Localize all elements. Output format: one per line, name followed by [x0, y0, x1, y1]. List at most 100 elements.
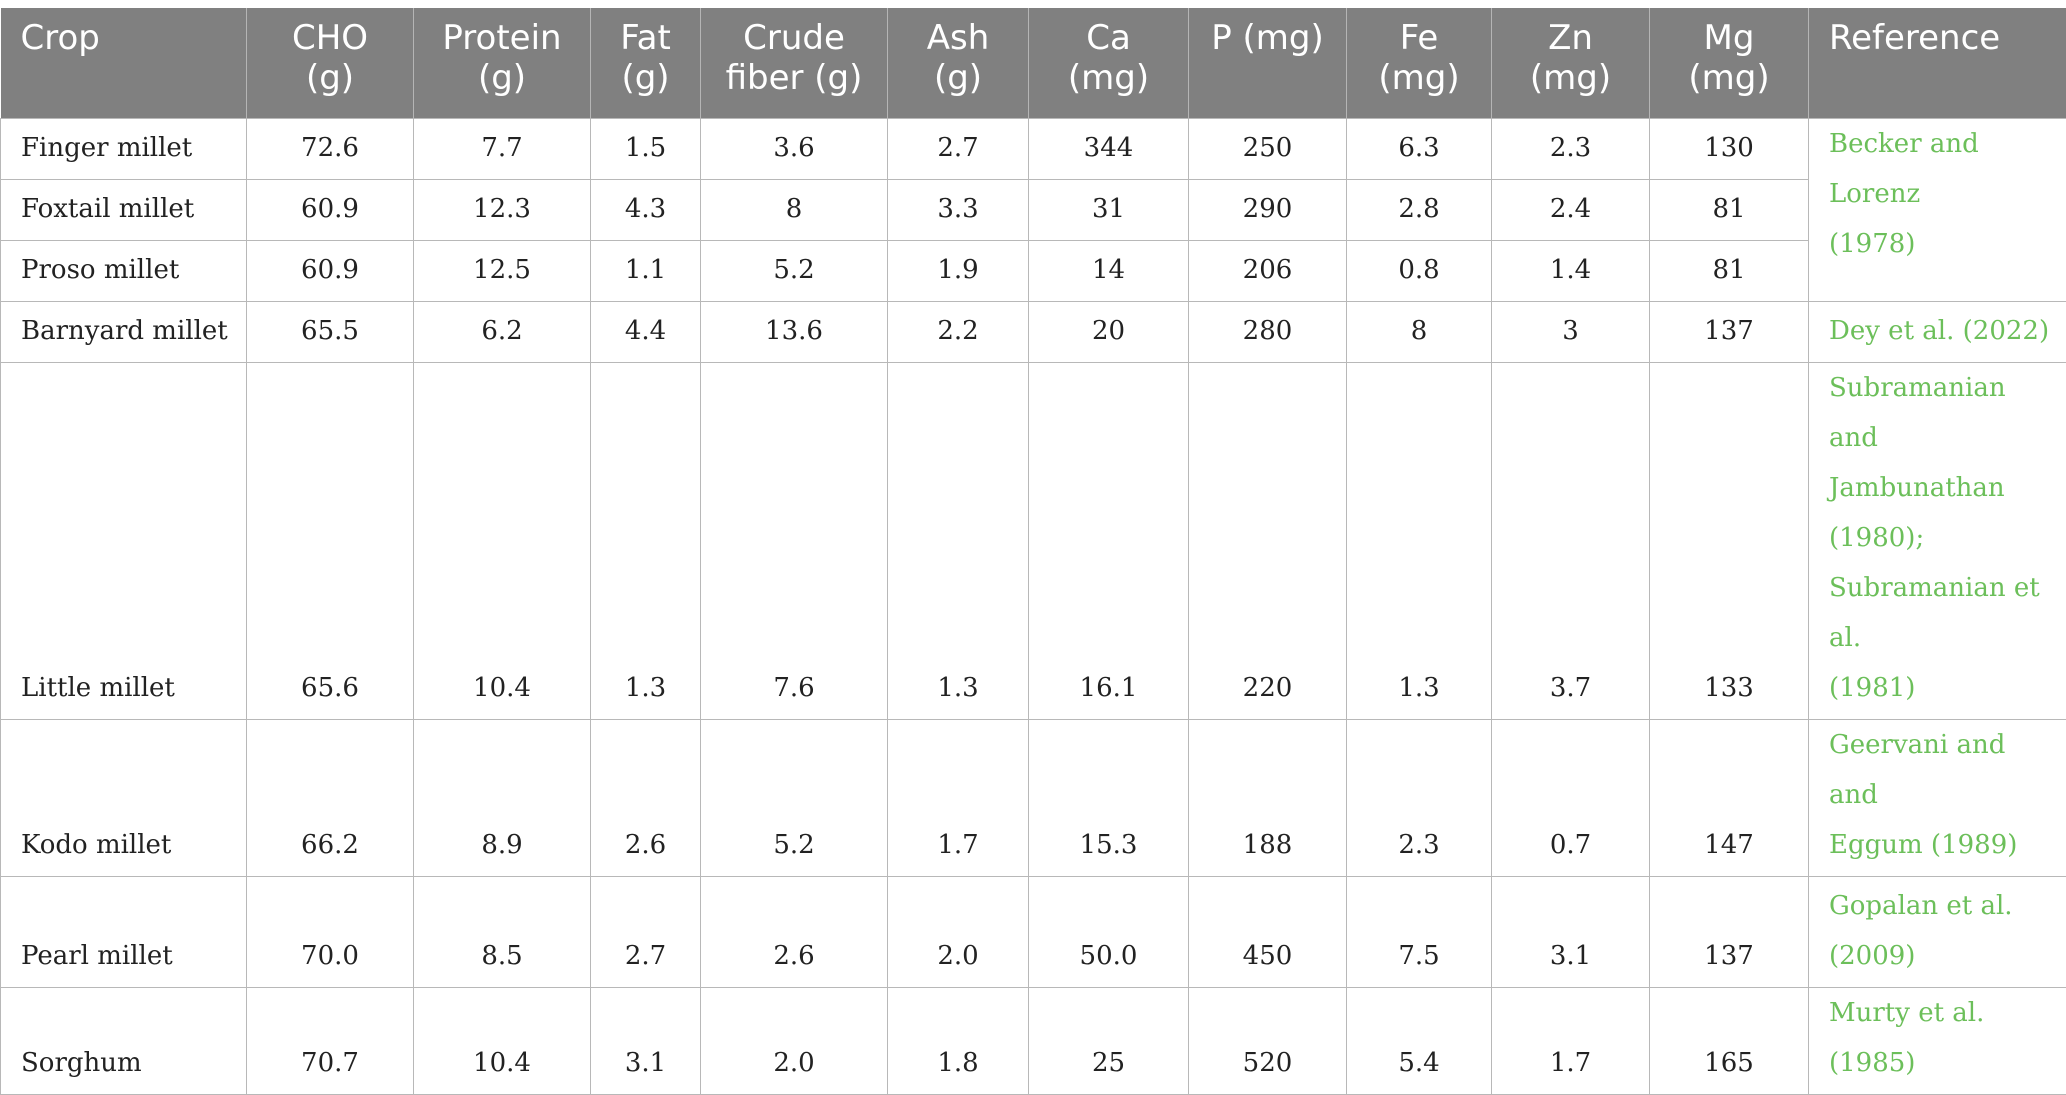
fe-value: 2.3 [1347, 719, 1492, 876]
ca-value: 344 [1029, 118, 1189, 179]
ca-value: 14 [1029, 240, 1189, 301]
cho-value: 65.6 [247, 362, 414, 719]
reference-link[interactable]: Murty et al. (1985) [1809, 987, 2066, 1094]
crop-name: Foxtail millet [1, 179, 247, 240]
table-row: Little millet 65.6 10.4 1.3 7.6 1.3 16.1… [1, 362, 2066, 719]
reference-link[interactable]: Becker and Lorenz(1978) [1809, 118, 2066, 301]
cho-value: 60.9 [247, 240, 414, 301]
header-cho: CHO(g) [247, 8, 414, 118]
table-row: Barnyard millet 65.5 6.2 4.4 13.6 2.2 20… [1, 301, 2066, 362]
crop-name: Pearl millet [1, 876, 247, 987]
table-row: Finger millet 72.6 7.7 1.5 3.6 2.7 344 2… [1, 118, 2066, 179]
header-zn: Zn(mg) [1492, 8, 1650, 118]
mg-value: 137 [1650, 301, 1809, 362]
ash-value: 1.3 [888, 362, 1029, 719]
crude-fiber-value: 5.2 [701, 719, 888, 876]
ca-value: 50.0 [1029, 876, 1189, 987]
reference-link[interactable]: Dey et al. (2022) [1809, 301, 2066, 362]
table-row: Kodo millet 66.2 8.9 2.6 5.2 1.7 15.3 18… [1, 719, 2066, 876]
zn-value: 3 [1492, 301, 1650, 362]
fat-value: 2.7 [591, 876, 701, 987]
zn-value: 0.7 [1492, 719, 1650, 876]
protein-value: 7.7 [414, 118, 591, 179]
mg-value: 133 [1650, 362, 1809, 719]
cho-value: 66.2 [247, 719, 414, 876]
mg-value: 137 [1650, 876, 1809, 987]
crude-fiber-value: 2.6 [701, 876, 888, 987]
ca-value: 25 [1029, 987, 1189, 1094]
ca-value: 15.3 [1029, 719, 1189, 876]
ash-value: 3.3 [888, 179, 1029, 240]
table-row: Foxtail millet 60.9 12.3 4.3 8 3.3 31 29… [1, 179, 2066, 240]
p-value: 220 [1189, 362, 1347, 719]
crude-fiber-value: 2.0 [701, 987, 888, 1094]
header-fe: Fe(mg) [1347, 8, 1492, 118]
header-ash: Ash(g) [888, 8, 1029, 118]
mg-value: 165 [1650, 987, 1809, 1094]
p-value: 206 [1189, 240, 1347, 301]
zn-value: 2.4 [1492, 179, 1650, 240]
table-row: Pearl millet 70.0 8.5 2.7 2.6 2.0 50.0 4… [1, 876, 2066, 987]
crude-fiber-value: 3.6 [701, 118, 888, 179]
fat-value: 1.5 [591, 118, 701, 179]
header-p: P (mg) [1189, 8, 1347, 118]
fe-value: 0.8 [1347, 240, 1492, 301]
p-value: 280 [1189, 301, 1347, 362]
p-value: 290 [1189, 179, 1347, 240]
protein-value: 8.5 [414, 876, 591, 987]
mg-value: 81 [1650, 179, 1809, 240]
ash-value: 1.8 [888, 987, 1029, 1094]
fe-value: 5.4 [1347, 987, 1492, 1094]
fat-value: 2.6 [591, 719, 701, 876]
crude-fiber-value: 7.6 [701, 362, 888, 719]
crop-name: Proso millet [1, 240, 247, 301]
mg-value: 130 [1650, 118, 1809, 179]
ash-value: 2.2 [888, 301, 1029, 362]
zn-value: 1.7 [1492, 987, 1650, 1094]
cho-value: 70.7 [247, 987, 414, 1094]
crop-name: Little millet [1, 362, 247, 719]
crop-name: Finger millet [1, 118, 247, 179]
fe-value: 2.8 [1347, 179, 1492, 240]
crude-fiber-value: 13.6 [701, 301, 888, 362]
protein-value: 12.5 [414, 240, 591, 301]
header-mg: Mg(mg) [1650, 8, 1809, 118]
ash-value: 2.7 [888, 118, 1029, 179]
p-value: 188 [1189, 719, 1347, 876]
table-row: Proso millet 60.9 12.5 1.1 5.2 1.9 14 20… [1, 240, 2066, 301]
fe-value: 7.5 [1347, 876, 1492, 987]
fat-value: 4.4 [591, 301, 701, 362]
cho-value: 72.6 [247, 118, 414, 179]
protein-value: 8.9 [414, 719, 591, 876]
p-value: 250 [1189, 118, 1347, 179]
ca-value: 20 [1029, 301, 1189, 362]
protein-value: 6.2 [414, 301, 591, 362]
mg-value: 147 [1650, 719, 1809, 876]
fe-value: 6.3 [1347, 118, 1492, 179]
cho-value: 65.5 [247, 301, 414, 362]
protein-value: 10.4 [414, 362, 591, 719]
fat-value: 1.1 [591, 240, 701, 301]
crude-fiber-value: 8 [701, 179, 888, 240]
zn-value: 1.4 [1492, 240, 1650, 301]
ca-value: 31 [1029, 179, 1189, 240]
p-value: 520 [1189, 987, 1347, 1094]
zn-value: 3.1 [1492, 876, 1650, 987]
header-reference: Reference [1809, 8, 2066, 118]
fe-value: 1.3 [1347, 362, 1492, 719]
reference-link[interactable]: Gopalan et al.(2009) [1809, 876, 2066, 987]
header-protein: Protein(g) [414, 8, 591, 118]
cho-value: 70.0 [247, 876, 414, 987]
header-ca: Ca(mg) [1029, 8, 1189, 118]
ca-value: 16.1 [1029, 362, 1189, 719]
fat-value: 1.3 [591, 362, 701, 719]
header-fat: Fat(g) [591, 8, 701, 118]
crop-name: Sorghum [1, 987, 247, 1094]
zn-value: 3.7 [1492, 362, 1650, 719]
crude-fiber-value: 5.2 [701, 240, 888, 301]
